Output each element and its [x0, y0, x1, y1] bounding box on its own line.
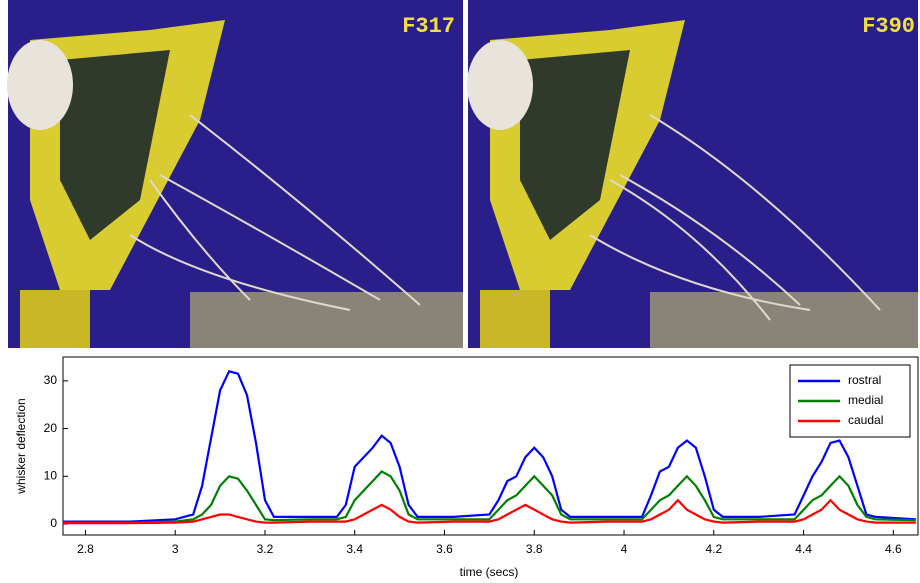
x-axis-label: time (secs) [460, 565, 519, 579]
x-tick-label: 3.6 [436, 542, 453, 556]
plot-frame [62, 356, 919, 536]
x-tick-label: 3.4 [346, 542, 363, 556]
y-tick-label: 30 [44, 373, 58, 387]
x-tick-label: 4.2 [705, 542, 722, 556]
series-line [63, 470, 916, 524]
x-tick-label: 3 [172, 542, 179, 556]
legend-label: medial [848, 393, 883, 407]
x-tick-label: 4.6 [885, 542, 902, 556]
x-tick-label: 2.8 [77, 542, 94, 556]
x-tick-label: 4 [621, 542, 628, 556]
x-tick-label: 4.4 [795, 542, 812, 556]
legend-label: rostral [848, 373, 881, 387]
frame-label: F390 [862, 14, 915, 39]
series-line [63, 498, 916, 525]
y-axis-label: whisker deflection [14, 398, 28, 494]
y-tick-label: 10 [44, 468, 58, 482]
x-tick-label: 3.2 [257, 542, 274, 556]
y-tick-label: 0 [50, 516, 57, 530]
photo-right: F390 [467, 0, 918, 348]
y-tick-label: 20 [44, 421, 58, 435]
x-tick-label: 3.8 [526, 542, 543, 556]
frame-label: F317 [402, 14, 455, 39]
legend-label: caudal [848, 413, 883, 427]
photo-left: F317 [7, 0, 463, 348]
series-line [63, 369, 916, 523]
